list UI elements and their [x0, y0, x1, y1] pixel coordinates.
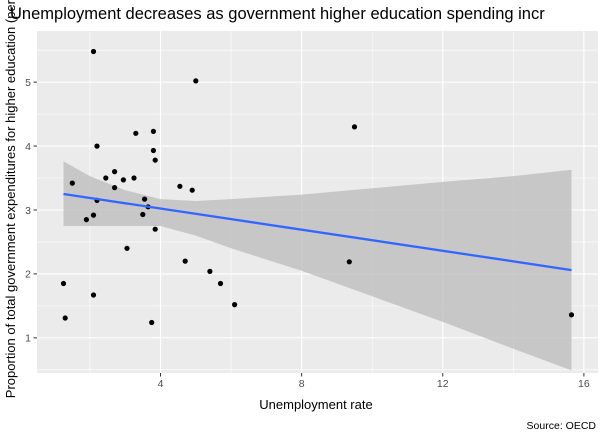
data-point: [69, 180, 75, 186]
y-tick-label: 5: [25, 77, 31, 89]
data-point: [90, 212, 97, 218]
data-point: [232, 302, 238, 308]
data-point: [346, 259, 352, 265]
x-tick-label: 12: [437, 378, 449, 390]
data-point: [149, 319, 155, 326]
data-point: [150, 128, 156, 134]
data-point: [189, 187, 195, 193]
data-point: [207, 268, 213, 274]
data-point: [94, 143, 100, 149]
data-point: [90, 292, 97, 298]
data-point: [133, 130, 139, 136]
data-point: [152, 157, 158, 163]
data-point: [120, 177, 126, 183]
data-point: [112, 169, 118, 175]
chart-title: Unemployment decreases as government hig…: [10, 5, 545, 23]
data-point: [142, 196, 148, 202]
data-point: [217, 280, 224, 287]
x-tick-label: 4: [158, 378, 164, 390]
y-tick-label: 3: [25, 205, 31, 217]
y-tick-label: 1: [25, 333, 31, 345]
data-point: [112, 185, 118, 191]
data-point: [140, 211, 146, 218]
data-point: [131, 175, 137, 181]
data-point: [351, 124, 358, 130]
trend-line-layer: [63, 192, 572, 272]
data-point: [568, 312, 575, 318]
data-point: [90, 48, 97, 55]
y-axis: 1 2 3 4 5: [25, 77, 37, 345]
source-caption: Source: OECD: [527, 420, 597, 432]
data-point: [60, 280, 67, 287]
x-axis-label: Unemployment rate: [259, 397, 372, 412]
data-point: [193, 78, 199, 84]
data-point: [62, 315, 68, 321]
y-axis-label: Proportion of total government expenditu…: [3, 0, 18, 398]
data-point: [124, 245, 130, 251]
trend-line: [63, 192, 572, 272]
x-tick-label: 8: [299, 378, 305, 390]
data-point: [103, 175, 109, 181]
y-tick-label: 4: [25, 141, 31, 153]
x-axis: 4 8 12 16: [158, 373, 590, 390]
y-tick-label: 2: [25, 269, 31, 281]
data-point: [152, 226, 158, 232]
data-point: [182, 258, 188, 264]
x-tick-label: 16: [578, 378, 590, 390]
data-point: [150, 147, 156, 154]
data-point: [83, 217, 89, 223]
data-point: [177, 183, 183, 189]
